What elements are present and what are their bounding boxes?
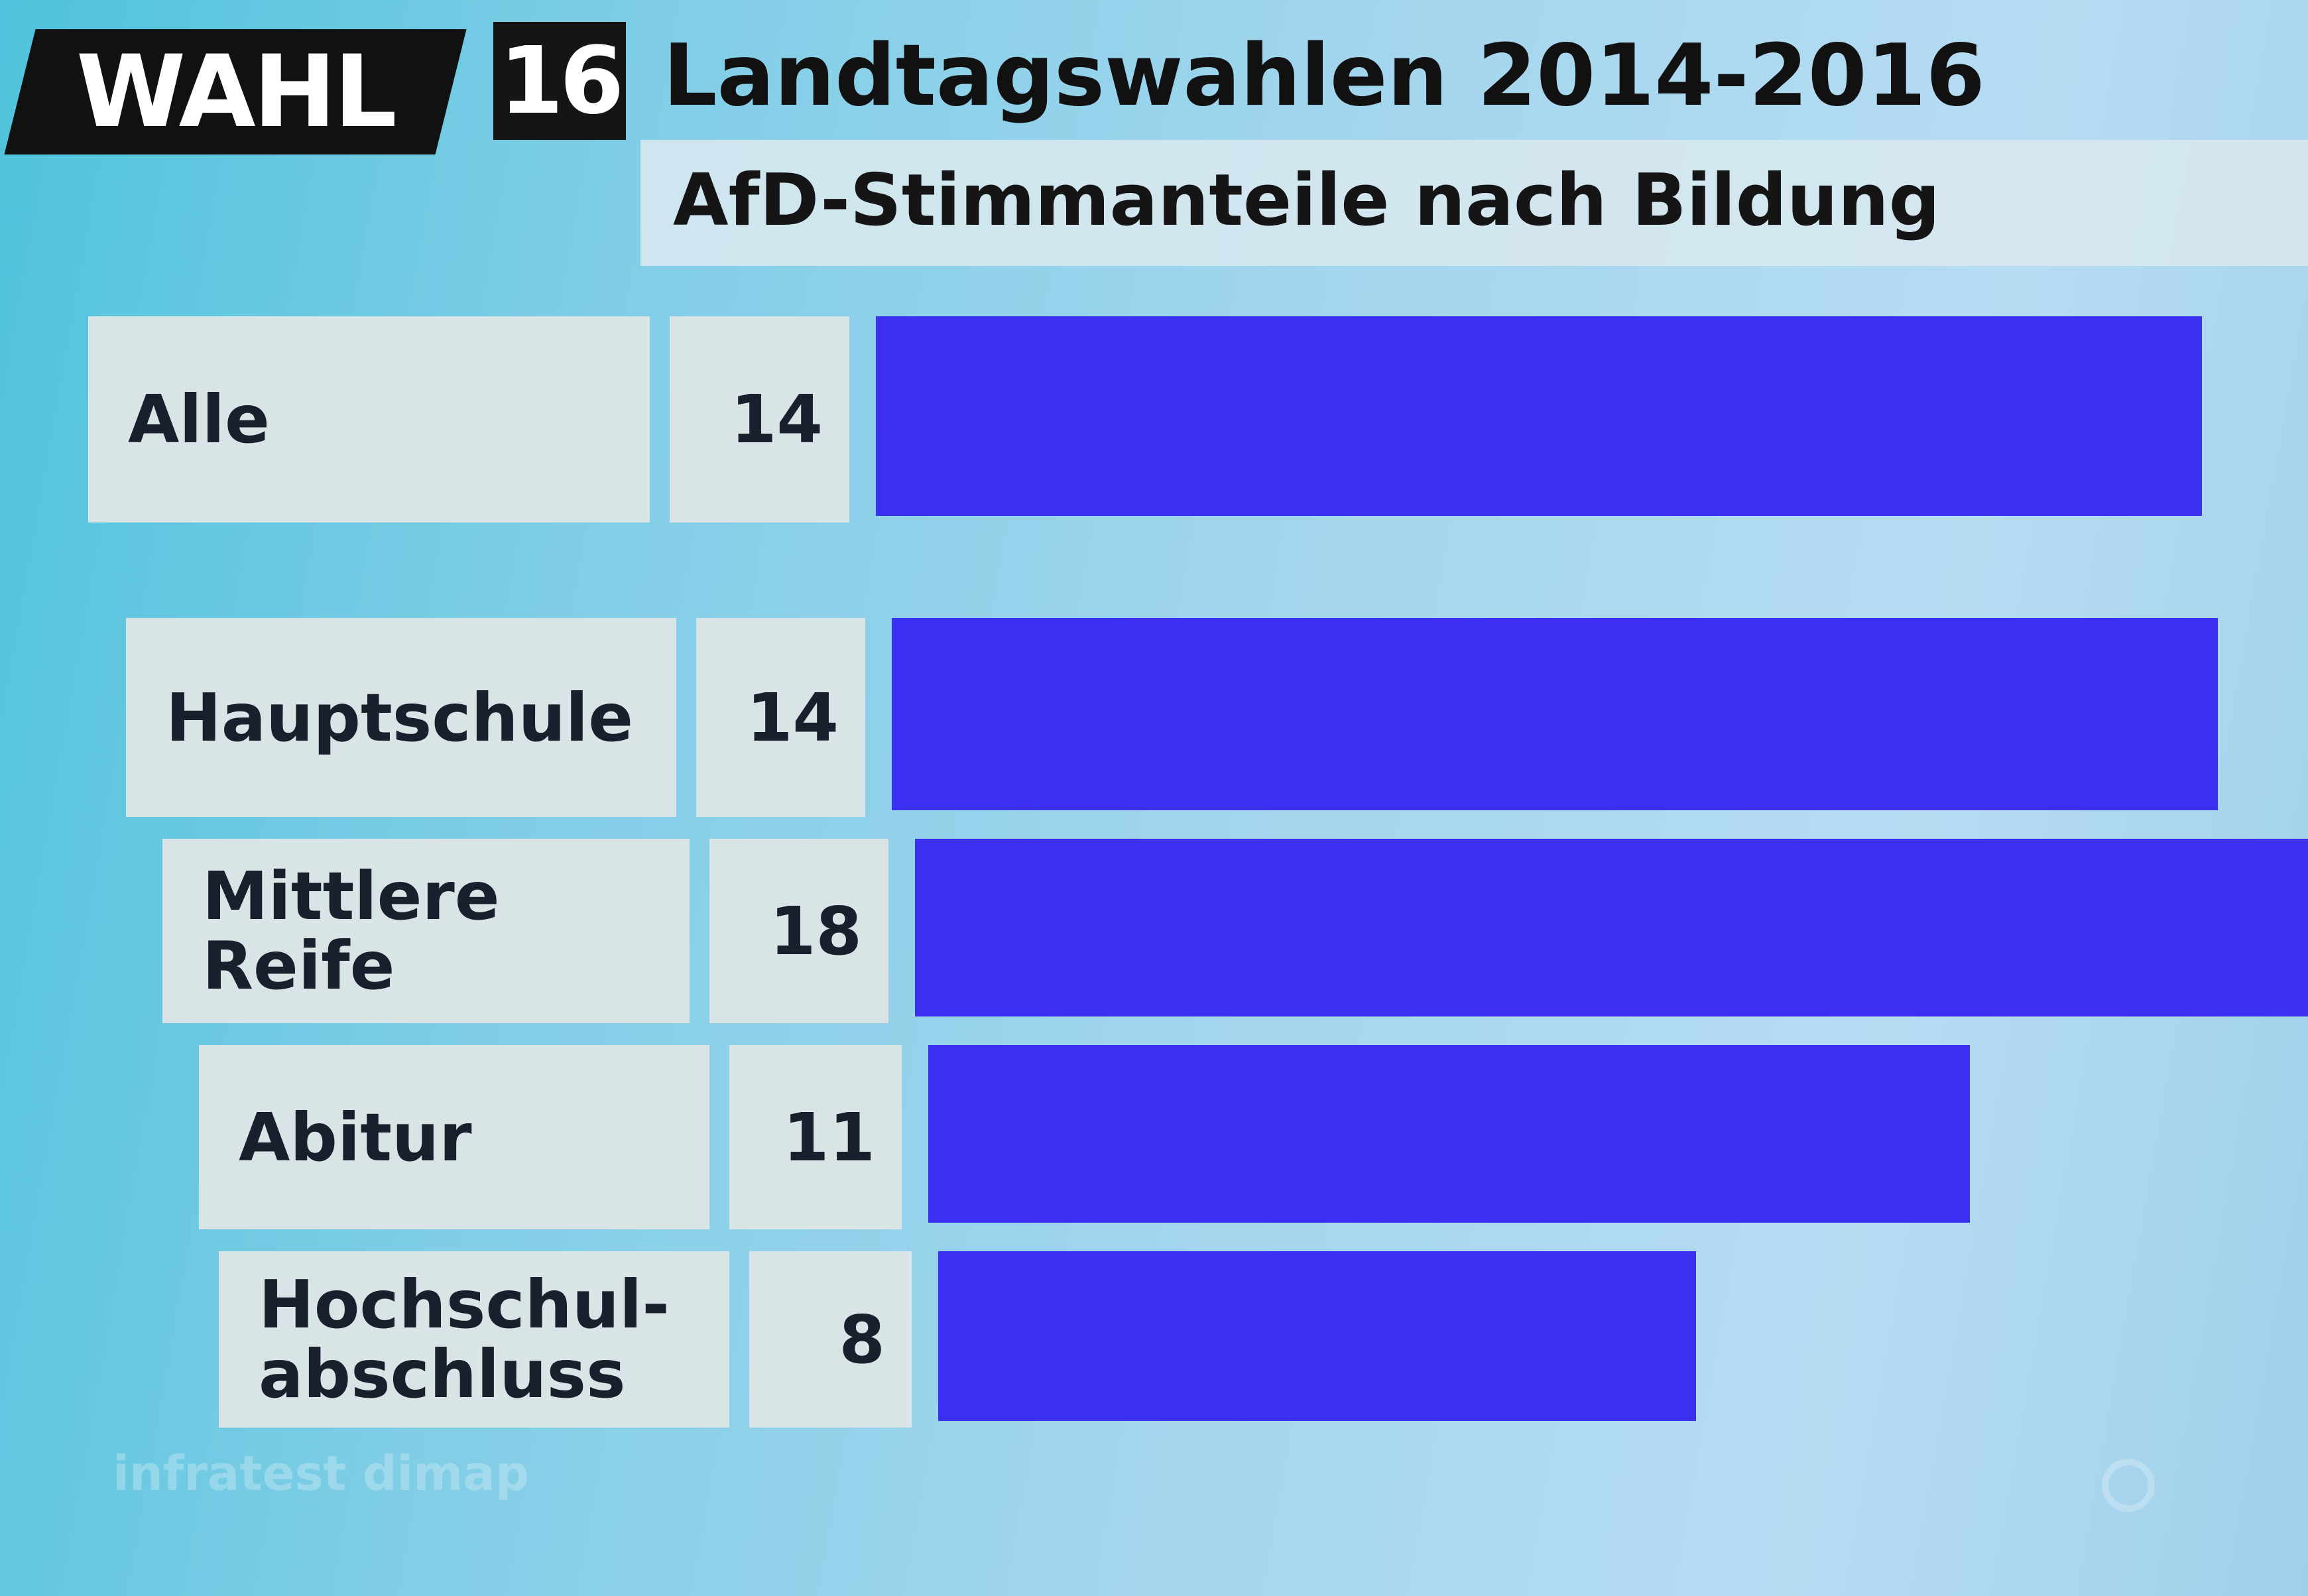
value-label: 8 <box>749 1251 912 1428</box>
category-label: Mittlere Reife <box>162 839 690 1023</box>
source-credit: infratest dimap <box>113 1445 530 1501</box>
bar-alle <box>876 316 2202 516</box>
category-label: Abitur <box>199 1045 709 1229</box>
wahl-logo: WAHL <box>4 29 467 154</box>
value-label: 18 <box>709 839 888 1023</box>
category-label: Hauptschule <box>126 618 676 817</box>
value-label: 14 <box>696 618 865 817</box>
logo-text: WAHL <box>76 34 395 150</box>
bar-hochschulabschluss <box>938 1251 1696 1421</box>
category-label: Hochschul- abschluss <box>219 1251 729 1428</box>
bar-hauptschule <box>892 618 2218 810</box>
chart-subtitle: AfD-Stimmanteile nach Bildung <box>673 159 1941 242</box>
value-label: 14 <box>670 316 849 522</box>
search-icon <box>2102 1459 2155 1512</box>
bar-mittlere-reife <box>915 839 2308 1016</box>
category-label: Alle <box>88 316 650 522</box>
chart-title: Landtagswahlen 2014-2016 <box>663 27 1985 125</box>
value-label: 11 <box>729 1045 902 1229</box>
bar-abitur <box>928 1045 1971 1223</box>
subtitle-banner <box>640 140 2308 266</box>
logo-number: 16 <box>493 22 626 140</box>
